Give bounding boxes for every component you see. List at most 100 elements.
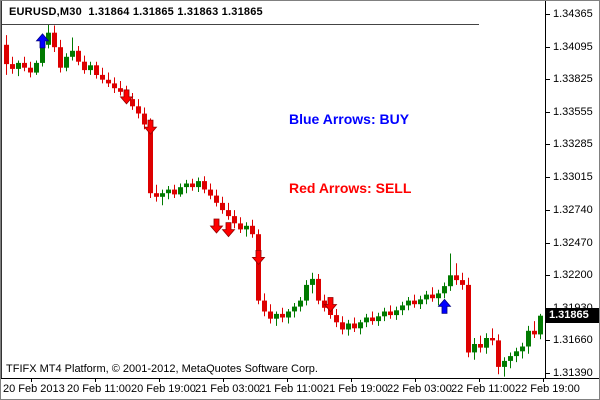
candle-up (346, 323, 351, 330)
candle-down (22, 62, 27, 68)
sell-arrow-icon (251, 249, 266, 266)
time-tick-mark (543, 378, 544, 382)
candle-down (232, 216, 237, 224)
candle-up (178, 187, 183, 195)
candle-up (34, 62, 39, 73)
candle-down (262, 300, 267, 312)
price-tick-mark (546, 308, 550, 309)
candle-down (214, 195, 219, 203)
candle-up (292, 306, 297, 312)
chart-title: EURUSD,M30 1.31864 1.31865 1.31863 1.318… (9, 6, 263, 18)
candle-down (172, 189, 177, 195)
candle-down (190, 183, 195, 188)
candle-up (196, 181, 201, 188)
candle-up (358, 322, 363, 329)
candle-down (226, 210, 231, 217)
candle-up (298, 300, 303, 307)
price-axis[interactable]: 1.31865 1.34365 1.34095 1.33825 1.33555 1.33… (546, 1, 599, 379)
price-tick-mark (546, 144, 550, 145)
price-tick-label: 1.34095 (553, 41, 593, 53)
buy-arrow-icon (35, 33, 50, 49)
price-tick-label: 1.31390 (553, 367, 593, 379)
sell-arrow-icon (221, 222, 236, 238)
time-tick-label: 22 Feb 11:00 (451, 383, 516, 395)
candle-down (256, 234, 261, 301)
candlestick-canvas[interactable] (1, 1, 545, 378)
price-tick-label: 1.32470 (553, 237, 593, 249)
candle-down (454, 275, 459, 281)
legend-buy-label: Blue Arrows: BUY (289, 111, 410, 127)
candle-down (82, 61, 87, 71)
candle-down (136, 106, 141, 114)
price-tick-label: 1.34365 (553, 8, 593, 20)
time-tick-label: 21 Feb 11:00 (259, 383, 324, 395)
candle-down (142, 113, 147, 125)
time-tick-mark (479, 378, 480, 382)
price-tick-mark (546, 243, 550, 244)
price-tick-mark (546, 79, 550, 80)
time-tick-mark (223, 378, 224, 382)
candle-up (514, 351, 519, 357)
candle-down (388, 311, 393, 316)
candle-up (442, 286, 447, 294)
candle-down (220, 202, 225, 211)
candle-up (46, 32, 51, 45)
candle-down (10, 64, 15, 69)
candle-down (94, 65, 99, 75)
candle-down (412, 300, 417, 305)
candle-down (130, 99, 135, 107)
price-tick-mark (546, 373, 550, 374)
candle-down (532, 330, 537, 335)
candle-down (208, 189, 213, 196)
price-tick-label: 1.33825 (553, 73, 593, 85)
candle-down (76, 50, 81, 62)
time-axis[interactable]: 20 Feb 2013 20 Feb 11:00 20 Feb 19:00 21 Fe… (1, 378, 599, 399)
legend-sell-label: Red Arrows: SELL (289, 180, 412, 196)
price-axis-line (545, 1, 546, 379)
candle-down (154, 193, 159, 197)
candle-up (520, 346, 525, 352)
candle-down (100, 74, 105, 80)
candle-down (352, 323, 357, 329)
price-tick-label: 1.31660 (553, 334, 593, 346)
candle-up (484, 338, 489, 348)
candle-down (118, 88, 123, 92)
candle-down (58, 47, 63, 68)
buy-arrow-icon (437, 298, 452, 314)
price-tick-mark (546, 275, 550, 276)
price-tick-label: 1.33015 (553, 171, 593, 183)
time-tick-mark (351, 378, 352, 382)
time-tick-label: 21 Feb 03:00 (195, 383, 260, 395)
sell-arrow-icon (119, 89, 134, 105)
copyright-text: TFIFX MT4 Platform, © 2001-2012, MetaQuo… (6, 363, 318, 375)
candle-up (310, 278, 315, 285)
candle-up (304, 284, 309, 301)
candle-up (70, 50, 75, 57)
candle-down (250, 225, 255, 235)
candle-down (148, 124, 153, 194)
time-tick-mark (159, 378, 160, 382)
candle-up (400, 305, 405, 311)
price-tick-label: 1.32200 (553, 269, 593, 281)
price-tick-label: 1.33555 (553, 106, 593, 118)
sell-arrow-icon (143, 119, 158, 135)
candle-up (526, 330, 531, 347)
candle-up (166, 189, 171, 194)
sell-arrow-icon (209, 218, 224, 234)
candle-up (286, 311, 291, 318)
candle-up (364, 317, 369, 323)
candle-down (490, 338, 495, 341)
candle-down (430, 294, 435, 299)
candle-down (466, 284, 471, 353)
signal-legend: Blue Arrows: BUY Red Arrows: SELL (289, 62, 411, 246)
candle-up (538, 315, 543, 335)
candle-down (52, 32, 57, 48)
time-tick-mark (31, 378, 32, 382)
candle-down (370, 317, 375, 322)
candle-down (28, 67, 33, 73)
candle-up (448, 275, 453, 287)
candle-up (436, 293, 441, 299)
candle-up (88, 65, 93, 71)
time-tick-label: 20 Feb 2013 (3, 383, 65, 395)
price-tick-label: 1.32740 (553, 204, 593, 216)
